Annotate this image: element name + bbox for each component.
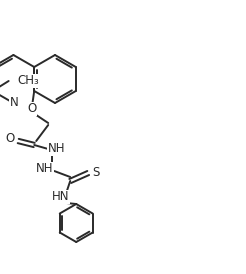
Text: O: O — [28, 102, 37, 116]
Text: NH: NH — [35, 162, 53, 176]
Text: S: S — [92, 165, 100, 178]
Text: NH: NH — [47, 142, 65, 156]
Text: CH₃: CH₃ — [18, 75, 39, 87]
Text: O: O — [6, 133, 15, 145]
Text: N: N — [10, 96, 19, 109]
Text: HN: HN — [51, 190, 69, 204]
